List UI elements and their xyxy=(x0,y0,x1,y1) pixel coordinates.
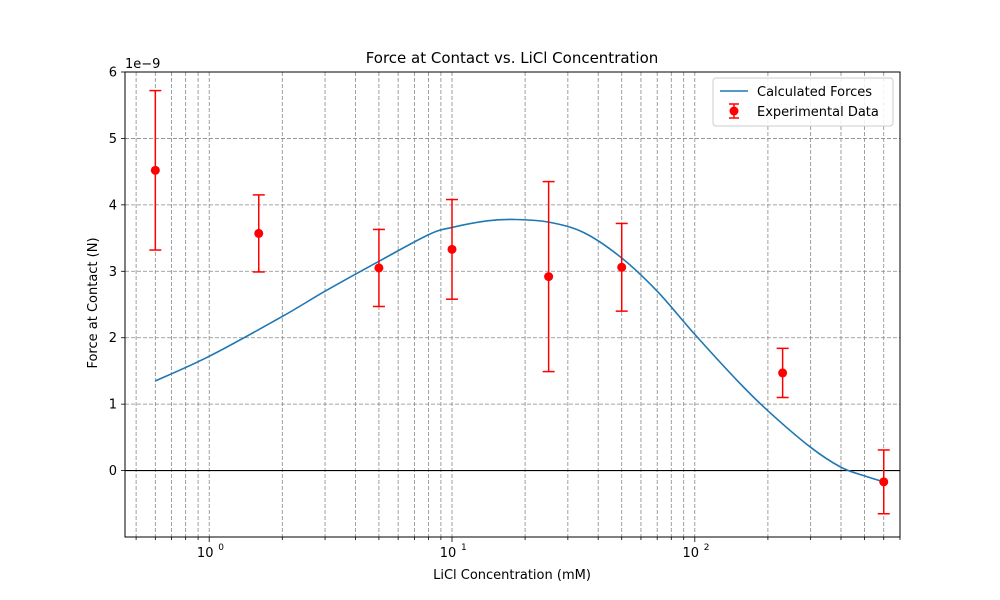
tick-layer: 0 1 2 3 4 5 6 10 0 10 1 10 2 xyxy=(109,66,901,561)
legend-entry-calculated: Calculated Forces xyxy=(757,85,872,100)
legend-entry-experimental: Experimental Data xyxy=(757,105,879,120)
x-tick-label: 10 xyxy=(683,546,700,561)
y-tick-label: 3 xyxy=(109,265,117,280)
grid-layer xyxy=(125,71,901,537)
y-axis-label: Force at Contact (N) xyxy=(86,237,101,368)
experimental-data-point xyxy=(877,449,890,515)
data-marker xyxy=(447,244,457,254)
data-marker xyxy=(254,228,264,238)
x-axis-label: LiCl Concentration (mM) xyxy=(433,568,591,583)
y-tick-label: 2 xyxy=(109,331,117,346)
y-tick-label: 6 xyxy=(109,66,117,81)
legend: Calculated Forces Experimental Data xyxy=(712,77,894,127)
calculated-forces-line xyxy=(155,218,884,483)
y-tick-label: 0 xyxy=(109,464,117,479)
x-tick-label-exponent: 1 xyxy=(461,543,467,553)
legend-box xyxy=(712,77,894,127)
chart-title: Force at Contact vs. LiCl Concentration xyxy=(366,49,659,67)
experimental-data-point xyxy=(372,228,385,308)
x-tick-label: 10 xyxy=(440,546,457,561)
x-tick-label-exponent: 2 xyxy=(704,543,710,553)
legend-errorbar-swatch xyxy=(729,103,739,119)
data-marker xyxy=(544,272,554,282)
y-tick-label: 5 xyxy=(109,132,117,147)
experimental-data-point xyxy=(252,194,265,273)
y-offset-label: 1e−9 xyxy=(125,57,160,72)
experimental-data-point xyxy=(615,222,628,312)
series-layer xyxy=(149,89,890,515)
experimental-data-point xyxy=(149,89,162,251)
experimental-data-point xyxy=(776,347,789,399)
data-marker xyxy=(778,368,788,378)
plot-frame xyxy=(124,71,901,538)
y-tick-label: 4 xyxy=(109,198,117,213)
x-tick-label: 10 xyxy=(197,546,214,561)
experimental-data-point xyxy=(446,198,459,300)
y-tick-label: 1 xyxy=(109,398,117,413)
data-marker xyxy=(150,165,160,175)
x-tick-label-exponent: 0 xyxy=(218,543,224,553)
data-marker xyxy=(879,477,889,487)
data-marker xyxy=(374,263,384,273)
experimental-data-point xyxy=(542,180,555,373)
data-marker xyxy=(617,262,627,272)
